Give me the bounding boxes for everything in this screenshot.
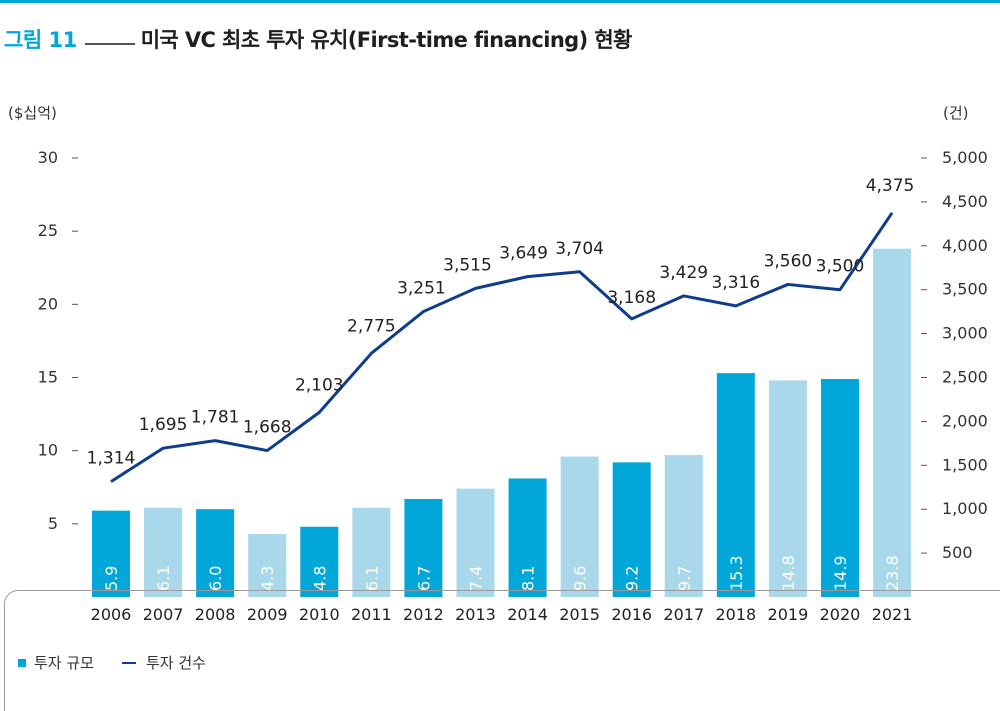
top-accent-rule <box>0 0 1000 3</box>
line-value-label: 3,500 <box>816 257 865 277</box>
bar-value-label: 5.9 <box>102 566 121 591</box>
line-value-label: 3,251 <box>397 279 446 299</box>
title-separator <box>84 43 135 45</box>
bar-value-label: 23.8 <box>883 555 902 591</box>
y-left-tick-label: 30 <box>38 148 58 167</box>
line-value-label: 3,649 <box>499 244 548 264</box>
line-value-label: 1,668 <box>243 418 292 438</box>
figure-title-row: 그림 11 미국 VC 최초 투자 유치(First-time financin… <box>4 24 632 54</box>
bar <box>716 373 755 597</box>
line-value-label: 3,560 <box>764 251 813 271</box>
x-tick-label: 2010 <box>299 605 340 624</box>
line-value-label: 1,314 <box>87 449 136 469</box>
chart-legend: 투자 규모 투자 건수 <box>18 652 234 673</box>
y-left-tick-label: 10 <box>38 441 58 460</box>
figure-number: 그림 11 <box>4 28 77 52</box>
line-value-label: 2,775 <box>347 316 396 336</box>
legend-bar-swatch <box>18 658 26 667</box>
x-tick-label: 2012 <box>403 605 444 624</box>
bar <box>144 507 183 597</box>
bar <box>248 534 287 597</box>
figure-title: 미국 VC 최초 투자 유치(First-time financing) 현황 <box>140 28 633 52</box>
y-right-tick-label: 2,000 <box>942 411 988 430</box>
x-tick-label: 2021 <box>872 605 913 624</box>
y-right-tick-label: 4,500 <box>942 192 988 211</box>
x-tick-label: 2018 <box>715 605 756 624</box>
y-right-tick-label: 1,000 <box>942 499 988 518</box>
y-right-tick-label: 4,000 <box>942 236 988 255</box>
legend-line-swatch <box>121 661 136 664</box>
series-line <box>110 212 894 483</box>
line-value-label: 3,316 <box>712 273 761 293</box>
y-left-tick-label: 15 <box>38 368 58 387</box>
bar <box>612 462 651 597</box>
bar <box>456 488 495 597</box>
y-left-tick-label: 20 <box>38 294 58 313</box>
x-tick-label: 2008 <box>195 605 236 624</box>
bar <box>404 498 443 597</box>
line-value-label: 3,515 <box>443 255 492 275</box>
y-left-axis-label: ($십억) <box>8 104 57 122</box>
bar <box>92 510 130 597</box>
bar <box>196 509 235 597</box>
x-tick-label: 2006 <box>91 605 132 624</box>
bar <box>873 248 912 597</box>
line-value-label: 3,429 <box>659 263 708 283</box>
bar-value-label: 14.8 <box>779 555 798 591</box>
x-tick-label: 2009 <box>247 605 288 624</box>
bar <box>820 378 859 597</box>
legend-line-label: 투자 건수 <box>145 654 206 672</box>
line-value-label: 3,704 <box>555 239 604 259</box>
y-right-tick-label: 3,000 <box>942 324 988 343</box>
bar-value-label: 14.9 <box>831 555 850 591</box>
y-right-tick-label: 5,000 <box>942 148 988 167</box>
bar <box>560 456 599 597</box>
y-left-tick-label: 5 <box>48 514 58 533</box>
bar-value-label: 4.3 <box>258 566 277 591</box>
y-right-axis-label: (건) <box>943 104 969 122</box>
bar-value-label: 9.6 <box>571 566 590 591</box>
line-value-label: 1,781 <box>191 408 240 428</box>
bar-value-label: 4.8 <box>310 566 329 591</box>
x-tick-label: 2019 <box>768 605 809 624</box>
bar <box>768 380 807 597</box>
bar <box>300 526 339 597</box>
x-tick-label: 2007 <box>143 605 184 624</box>
legend-item-line: 투자 건수 <box>121 652 206 673</box>
bar-value-label: 9.2 <box>623 566 642 591</box>
x-tick-label: 2017 <box>663 605 704 624</box>
legend-bar-label: 투자 규모 <box>34 654 94 672</box>
combo-chart: ($십억) (건) 5 10 15 20 25 30 500 1,000 1,500 2,000 2,5… <box>8 104 988 624</box>
legend-frame <box>4 590 1000 711</box>
bar-value-label: 9.7 <box>675 566 694 591</box>
legend-item-bar: 투자 규모 <box>18 652 94 673</box>
bar-value-label: 6.0 <box>206 566 225 591</box>
bar-value-label: 15.3 <box>727 555 746 591</box>
bar-value-label: 6.7 <box>414 566 433 591</box>
bar-value-label: 8.1 <box>519 566 538 591</box>
y-left-tick-label: 25 <box>38 221 58 240</box>
bar-value-label: 6.1 <box>154 566 173 591</box>
x-tick-label: 2011 <box>351 605 392 624</box>
line-value-label: 1,695 <box>139 415 188 435</box>
bar <box>664 455 703 597</box>
line-value-label: 4,375 <box>866 176 915 196</box>
bar <box>508 478 547 597</box>
bar <box>352 507 391 597</box>
y-right-tick-label: 1,500 <box>942 455 988 474</box>
y-right-tick-label: 500 <box>942 543 973 562</box>
y-right-tick-label: 3,500 <box>942 280 988 299</box>
x-tick-label: 2020 <box>820 605 861 624</box>
line-value-label: 3,168 <box>607 288 656 308</box>
line-value-label: 2,103 <box>295 375 344 395</box>
bar-value-label: 7.4 <box>466 566 485 591</box>
x-tick-label: 2013 <box>455 605 496 624</box>
x-tick-label: 2014 <box>507 605 548 624</box>
x-tick-label: 2016 <box>611 605 652 624</box>
bar-value-label: 6.1 <box>362 566 381 591</box>
y-right-tick-label: 2,500 <box>942 368 988 387</box>
x-tick-label: 2015 <box>559 605 600 624</box>
